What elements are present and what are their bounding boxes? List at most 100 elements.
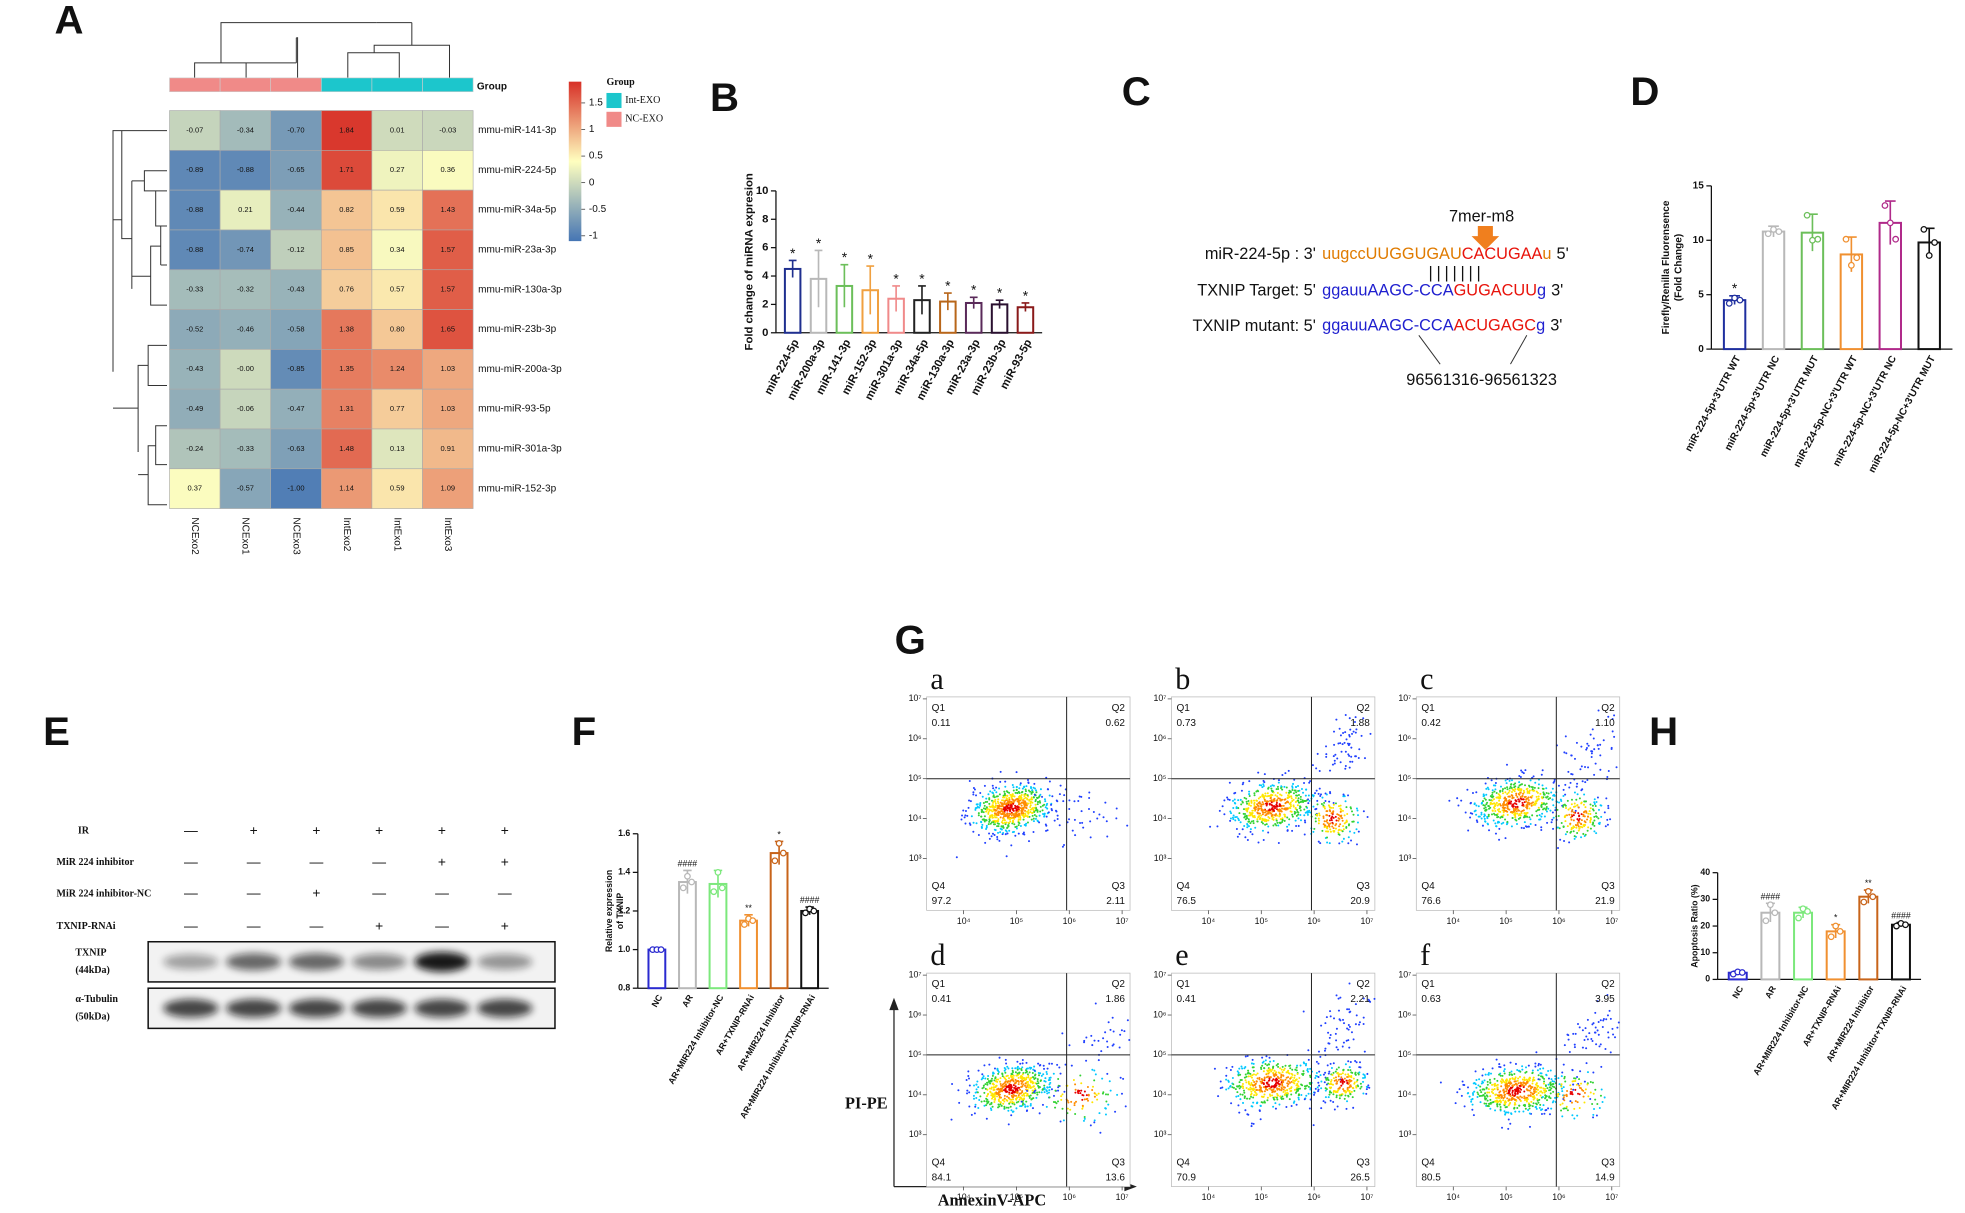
event-dot — [1583, 815, 1586, 818]
data-point — [684, 872, 691, 880]
event-dot — [1232, 799, 1235, 802]
event-dot — [1332, 755, 1335, 758]
event-dot — [1503, 809, 1506, 812]
event-dot — [1355, 1014, 1358, 1017]
event-dot — [1342, 1069, 1345, 1072]
event-dot — [1249, 830, 1252, 833]
event-dot — [1589, 733, 1592, 736]
event-dot — [1288, 818, 1291, 821]
event-dot — [1036, 797, 1039, 800]
event-dot — [1491, 1083, 1494, 1086]
event-dot — [1511, 1084, 1514, 1087]
event-dot — [989, 816, 992, 819]
event-dot — [1342, 1022, 1346, 1025]
event-dot — [1332, 1090, 1335, 1093]
event-dot — [1246, 1113, 1249, 1116]
event-dot — [1032, 1097, 1035, 1100]
event-dot — [1003, 1100, 1006, 1103]
event-dot — [1599, 1019, 1602, 1022]
event-dot — [1048, 1096, 1051, 1099]
event-dot — [1249, 1084, 1252, 1087]
event-dot — [1547, 798, 1550, 801]
event-dot — [1261, 829, 1264, 832]
event-dot — [1022, 799, 1025, 802]
event-dot — [1044, 823, 1047, 826]
colorbar-tick-label: -0.5 — [589, 204, 607, 215]
event-dot — [1247, 1088, 1250, 1091]
event-dot — [1243, 825, 1246, 828]
event-dot — [1522, 792, 1525, 795]
y-tick-label: 10⁶ — [1153, 733, 1167, 743]
event-dot — [1317, 840, 1320, 843]
event-dot — [1569, 1090, 1572, 1093]
event-dot — [1570, 773, 1573, 776]
event-dot — [1563, 1099, 1566, 1102]
event-dot — [1283, 1093, 1286, 1096]
event-dot — [1232, 818, 1235, 821]
event-dot — [999, 816, 1002, 819]
event-dot — [1258, 1089, 1261, 1092]
event-dot — [1341, 830, 1344, 833]
event-dot — [1591, 1103, 1594, 1106]
event-dot — [1005, 1075, 1008, 1078]
event-dot — [1494, 1109, 1497, 1112]
data-point — [1809, 236, 1816, 244]
data-point — [1864, 887, 1872, 895]
event-dot — [1457, 804, 1460, 807]
event-dot — [1506, 820, 1509, 823]
event-dot — [1317, 1081, 1320, 1084]
event-dot — [1008, 814, 1011, 817]
event-dot — [1570, 1101, 1573, 1104]
event-dot — [1292, 1081, 1295, 1084]
event-dot — [985, 1104, 988, 1107]
event-dot — [1277, 824, 1280, 827]
event-dot — [1312, 830, 1315, 833]
event-dot — [1566, 799, 1569, 802]
heat-cell — [219, 349, 272, 390]
event-dot — [992, 792, 995, 795]
event-dot — [1025, 806, 1028, 809]
event-dot — [1004, 780, 1007, 783]
event-dot — [1261, 795, 1264, 798]
event-dot — [1535, 1082, 1538, 1085]
event-dot — [1263, 818, 1266, 821]
event-dot — [976, 1080, 979, 1083]
event-dot — [1029, 808, 1032, 811]
event-dot — [1044, 800, 1047, 803]
significance: * — [919, 270, 925, 286]
event-dot — [1563, 839, 1566, 842]
event-dot — [1314, 1087, 1317, 1090]
event-dot — [1061, 1107, 1064, 1110]
event-dot — [1354, 1059, 1357, 1062]
event-dot — [1315, 1072, 1318, 1075]
event-dot — [1489, 1107, 1492, 1110]
event-dot — [1002, 796, 1005, 799]
event-dot — [987, 1079, 990, 1082]
quadrant-name: Q3 — [1356, 881, 1370, 892]
event-dot — [1573, 1117, 1576, 1120]
event-dot — [1017, 824, 1020, 827]
event-dot — [1486, 815, 1489, 818]
event-dot — [1001, 810, 1004, 813]
event-dot — [1574, 1088, 1577, 1091]
event-dot — [1334, 802, 1337, 805]
event-dot — [1519, 1070, 1522, 1073]
event-dot — [1580, 819, 1583, 822]
event-dot — [1485, 793, 1488, 796]
event-dot — [1295, 1084, 1298, 1087]
event-dot — [1586, 778, 1589, 781]
event-dot — [1516, 1086, 1519, 1089]
quadrant-value: 3.95 — [1595, 994, 1615, 1005]
event-dot — [1522, 1086, 1525, 1089]
event-dot — [1323, 820, 1326, 823]
event-dot — [964, 814, 967, 817]
event-dot — [1514, 799, 1517, 802]
event-dot — [1593, 824, 1596, 827]
cell-label: -0.07 — [186, 125, 203, 134]
event-dot — [1560, 1083, 1563, 1086]
event-dot — [997, 802, 1000, 805]
heat-cell — [169, 189, 221, 231]
event-dot — [1549, 809, 1552, 812]
event-dot — [968, 1084, 971, 1087]
event-dot — [1309, 1088, 1312, 1091]
